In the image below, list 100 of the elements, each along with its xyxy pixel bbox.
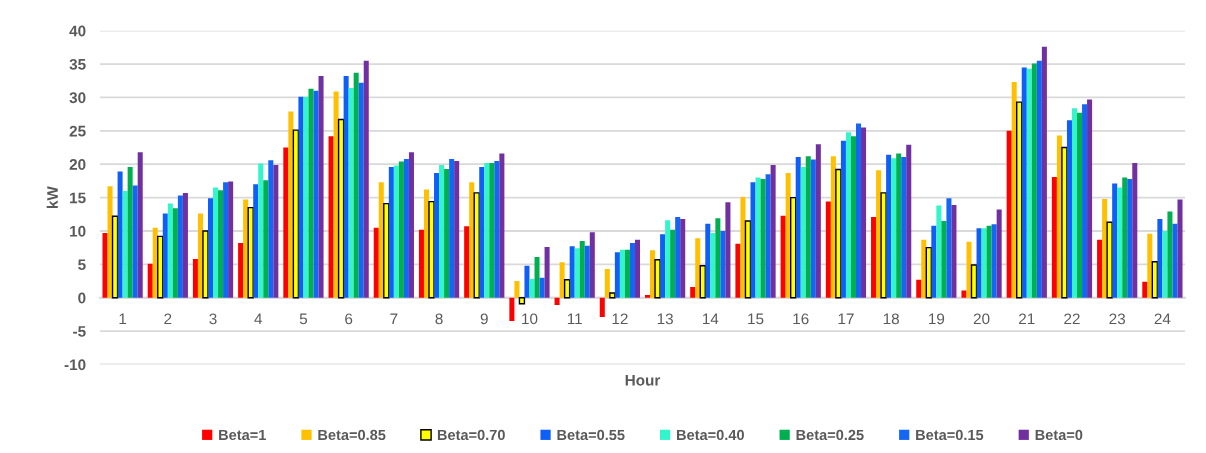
bar (991, 224, 997, 298)
x-tick-label: 9 (480, 313, 488, 325)
y-tick-label: 35 (69, 58, 86, 70)
bar (1142, 281, 1148, 298)
bar (835, 168, 842, 299)
bar (207, 198, 214, 298)
bar (111, 215, 119, 299)
bar (800, 166, 806, 298)
bar (871, 216, 877, 298)
bar (695, 238, 701, 298)
bar (579, 240, 585, 298)
bar (936, 205, 942, 298)
bar (1051, 176, 1057, 298)
bar (765, 174, 771, 298)
bar (408, 152, 414, 298)
bar (825, 201, 831, 298)
bar (318, 76, 324, 298)
bar (218, 190, 224, 298)
bar (906, 144, 912, 298)
bar (896, 153, 902, 298)
bar (880, 192, 887, 299)
bar (715, 218, 721, 298)
bar (710, 232, 716, 298)
bar (810, 159, 816, 298)
bar (554, 297, 560, 306)
bar (192, 259, 198, 298)
y-tick-label: 10 (70, 225, 86, 237)
bar (258, 163, 264, 298)
bar (348, 88, 354, 298)
bar (449, 158, 455, 298)
bar (805, 156, 811, 298)
bar (1147, 233, 1153, 298)
bar (182, 192, 188, 298)
y-tick-label: -10 (64, 359, 86, 371)
legend-label: Beta=0.15 (916, 429, 984, 441)
bar (916, 279, 922, 298)
bar (961, 290, 967, 298)
bar (921, 239, 927, 298)
bar (970, 264, 978, 299)
x-tick-label: 17 (838, 313, 854, 325)
bar (976, 228, 982, 298)
x-tick-label: 11 (567, 313, 582, 325)
bar (388, 166, 394, 298)
bar (484, 162, 490, 298)
y-tick-label: 0 (78, 292, 86, 304)
y-tick-label: 15 (70, 192, 86, 204)
bar (660, 234, 666, 298)
bar (403, 158, 409, 298)
bar (117, 171, 123, 298)
bar (1106, 221, 1113, 299)
bar (670, 229, 676, 298)
x-tick-label: 7 (390, 313, 398, 325)
bar (177, 195, 183, 298)
bar (162, 213, 168, 298)
bar (966, 241, 972, 298)
bar (353, 72, 359, 298)
bar (941, 220, 947, 298)
bar (479, 166, 485, 298)
bar (544, 247, 550, 298)
bar (931, 225, 937, 298)
bar (629, 243, 635, 298)
x-tick-label: 21 (1019, 313, 1035, 325)
bar (1036, 60, 1042, 298)
bar (213, 187, 219, 298)
x-tick-label: 12 (612, 313, 628, 325)
bar (619, 249, 625, 298)
bar (780, 215, 786, 298)
bar (1006, 130, 1012, 298)
bar (574, 248, 580, 298)
bar (102, 232, 108, 298)
bar (840, 140, 846, 298)
bar (1016, 101, 1023, 299)
bar (1162, 230, 1168, 298)
bar (253, 184, 259, 298)
bar (770, 164, 776, 298)
x-tick-label: 22 (1064, 313, 1080, 325)
bar (464, 226, 470, 298)
bar (1117, 187, 1123, 298)
bar (986, 225, 992, 298)
x-tick-label: 15 (748, 313, 764, 325)
x-tick-label: 1 (119, 313, 127, 325)
bar (137, 152, 143, 298)
bar (614, 252, 620, 298)
y-tick-label: 20 (69, 159, 86, 170)
bar (720, 230, 726, 298)
x-tick-label: 14 (702, 313, 719, 325)
x-tick-label: 3 (209, 313, 217, 325)
y-tick-label: -5 (73, 326, 86, 337)
bar (584, 245, 590, 298)
bar (996, 209, 1002, 298)
bar (202, 230, 209, 299)
bar (514, 281, 520, 298)
legend-label: Beta=0.85 (318, 429, 386, 441)
bar (238, 243, 244, 298)
y-tick-label: 30 (69, 92, 86, 104)
bar (393, 165, 399, 298)
bar (1112, 183, 1118, 298)
bar (951, 204, 957, 298)
bar (524, 265, 530, 298)
bar (1127, 178, 1133, 298)
